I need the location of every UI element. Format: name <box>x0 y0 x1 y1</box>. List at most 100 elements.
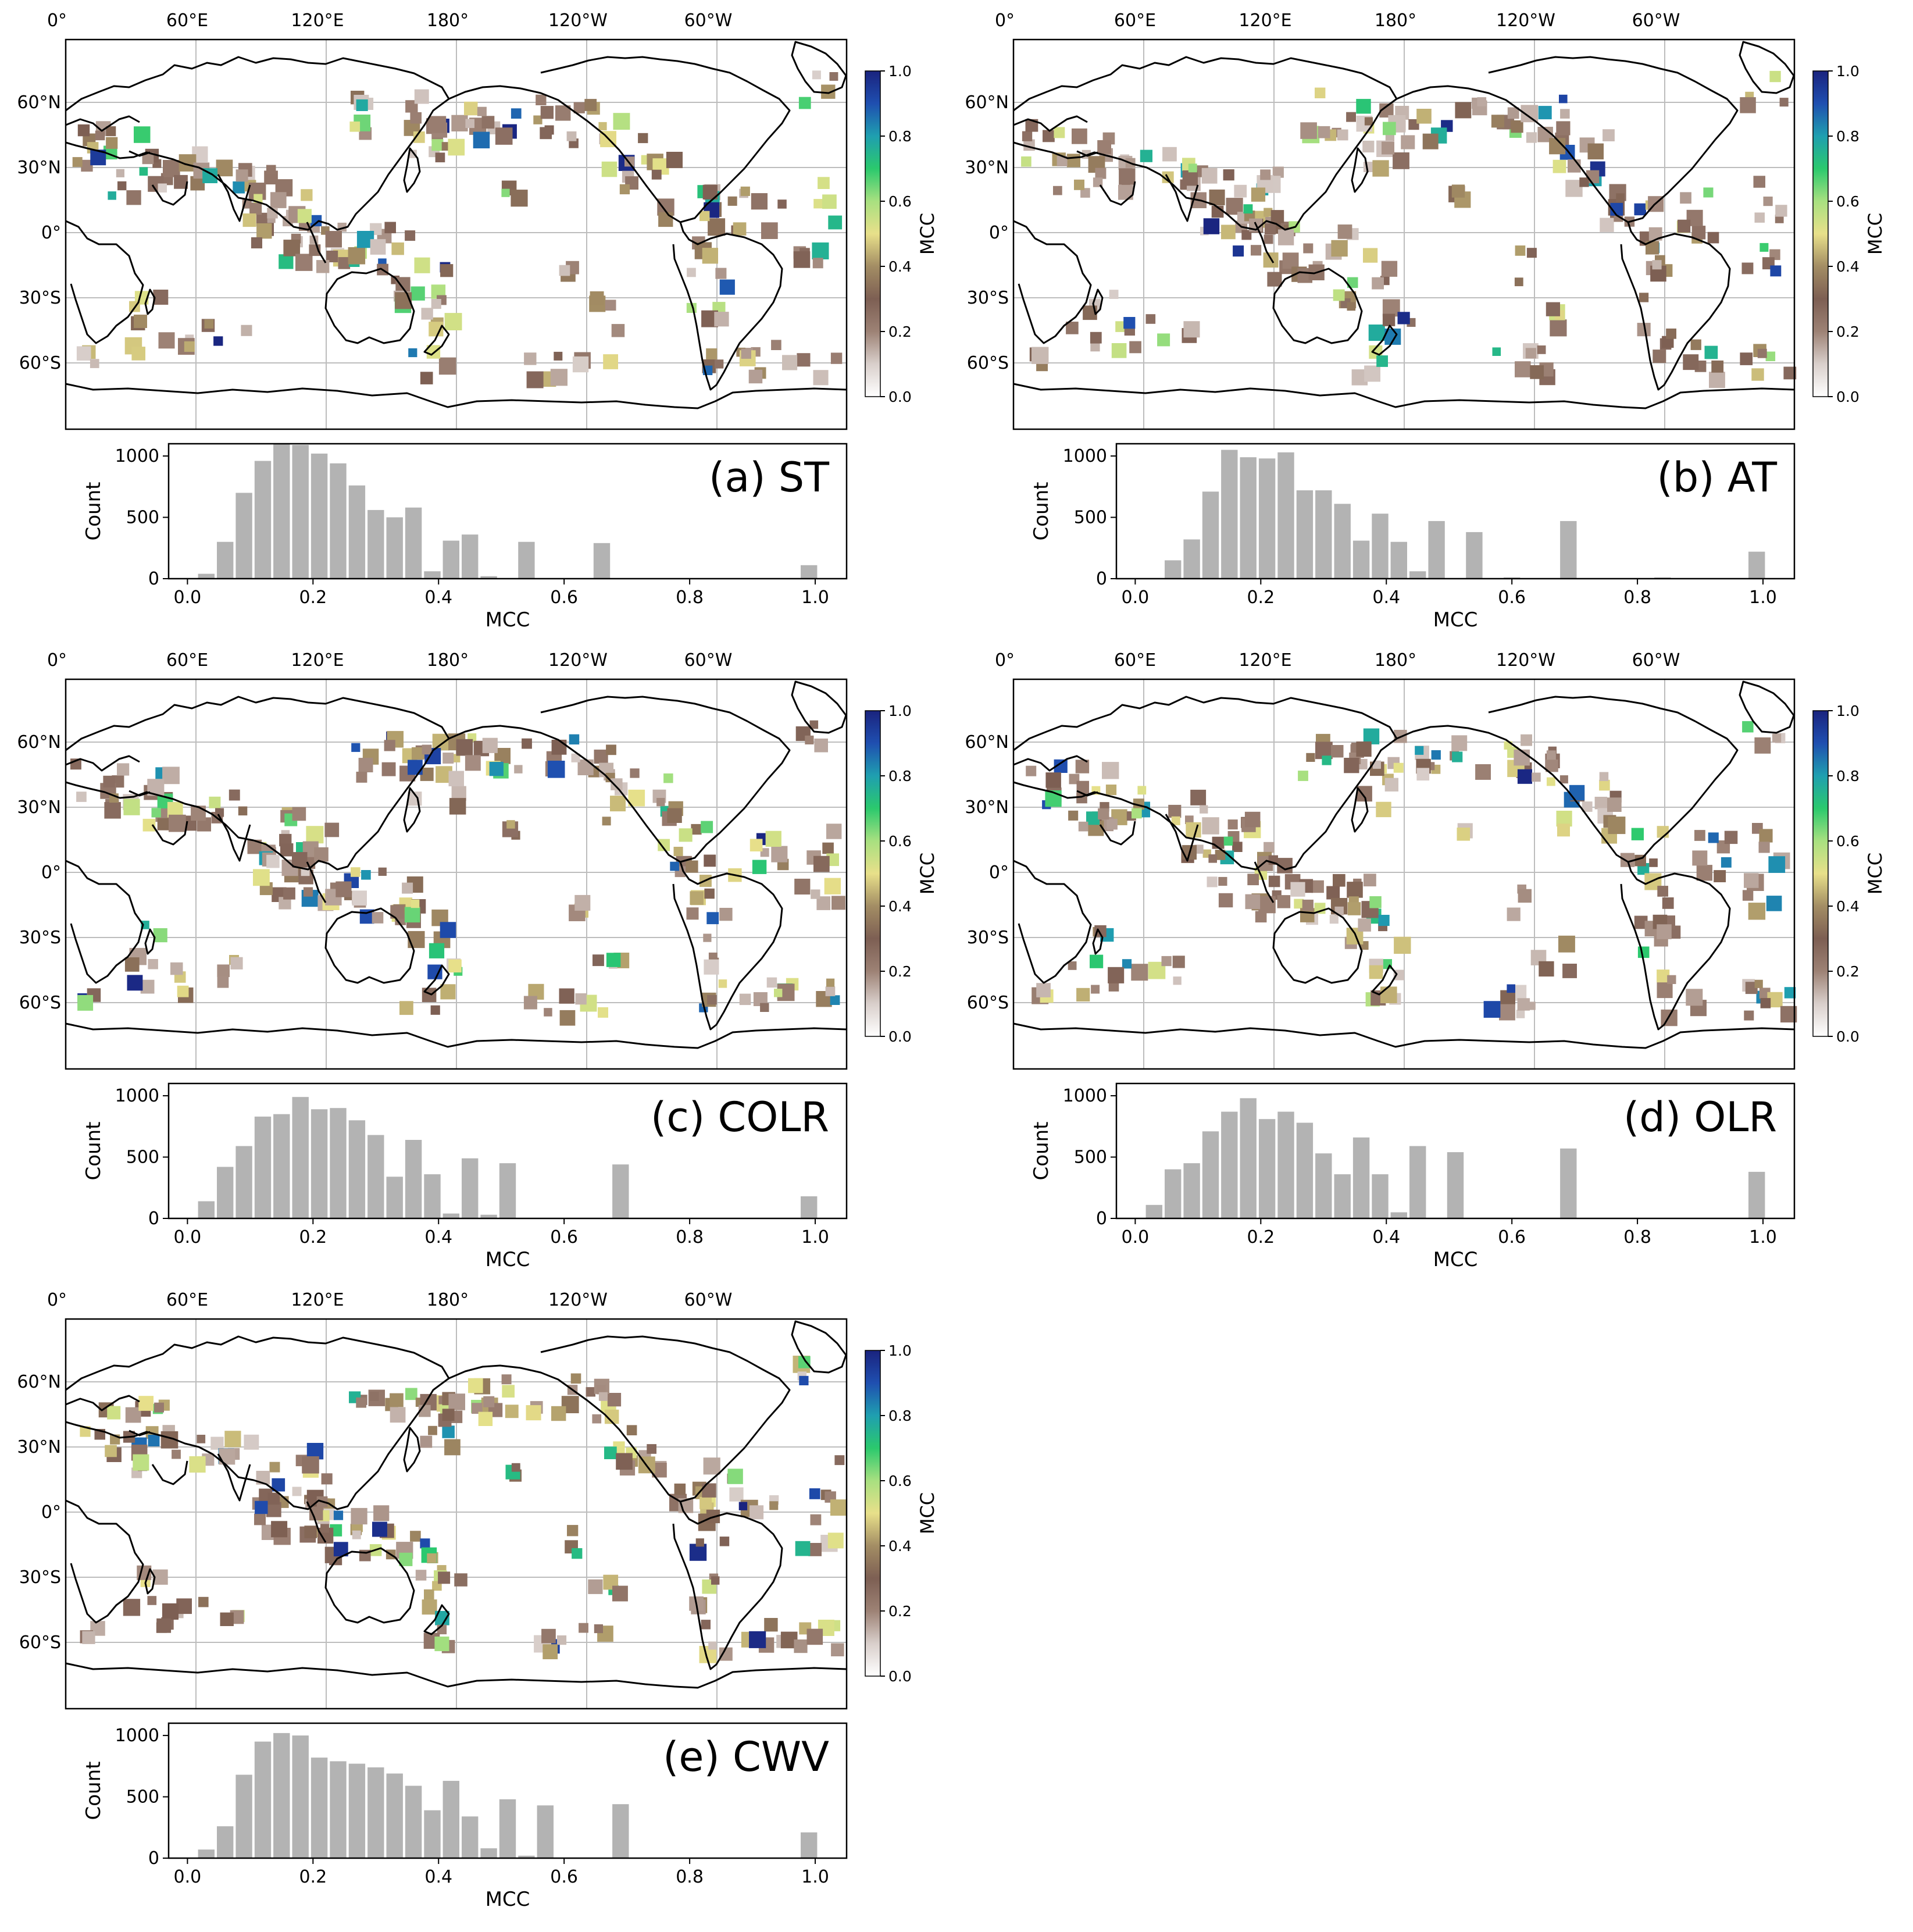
mcc-patch <box>575 993 587 1005</box>
mcc-patch <box>828 215 843 230</box>
mcc-patch <box>1742 721 1754 733</box>
lon-tick-label: 120°W <box>548 1290 608 1310</box>
mcc-patch <box>559 988 574 1004</box>
histogram-c: 0.0 0.2 0.4 0.6 0.8 1.0 0 500 1000 MCC Count (c) CO… <box>82 1082 848 1271</box>
mcc-patch <box>421 308 433 320</box>
histogram-bar <box>348 1120 366 1218</box>
mcc-patch <box>825 986 836 996</box>
mcc-patch <box>411 286 425 301</box>
histogram-bar <box>1352 540 1370 579</box>
histogram-bar <box>1447 1152 1464 1218</box>
mcc-patch <box>673 847 683 857</box>
x-tick-label: 0.0 <box>174 1867 202 1887</box>
mcc-patch <box>511 1463 520 1472</box>
mcc-patch <box>414 257 430 273</box>
mcc-patch <box>451 754 461 762</box>
x-tick-label: 0.8 <box>676 1227 704 1247</box>
mcc-patch <box>1696 865 1712 881</box>
y-tick-label: 0 <box>1096 1209 1107 1229</box>
mcc-patch <box>1209 189 1225 205</box>
mcc-patch <box>536 94 547 105</box>
mcc-patch <box>522 738 532 749</box>
histogram-bar <box>405 507 422 579</box>
histogram-bar <box>593 543 611 579</box>
mcc-patch <box>428 1425 437 1435</box>
mcc-patch <box>325 231 342 248</box>
mcc-patch <box>125 1407 141 1423</box>
y-tick-label: 0 <box>148 1209 159 1229</box>
mcc-patch <box>1775 205 1787 217</box>
mcc-patch <box>444 313 462 330</box>
mcc-patch <box>1455 102 1472 119</box>
mcc-patch <box>381 762 396 776</box>
colorbar-label: MCC <box>1864 853 1886 894</box>
coastline <box>1013 1022 1795 1049</box>
mcc-patch <box>1741 262 1754 275</box>
mcc-patch <box>1515 361 1531 377</box>
mcc-patch <box>1173 976 1182 985</box>
lon-tick-label: 60°W <box>684 10 733 31</box>
histogram-bar <box>1258 1119 1276 1218</box>
histogram-bar <box>1240 457 1257 579</box>
histogram-bar <box>310 1758 328 1858</box>
mcc-patch <box>440 984 456 1000</box>
mcc-patch <box>1105 785 1117 796</box>
mcc-patch <box>584 99 597 111</box>
mcc-patch <box>1557 824 1570 837</box>
mcc-patch <box>1754 737 1771 754</box>
mcc-patch <box>727 1468 743 1484</box>
mcc-patch <box>76 792 87 802</box>
mcc-patch <box>426 345 441 359</box>
colorbar-tick-label: 1.0 <box>1836 63 1860 80</box>
mcc-patch <box>1649 858 1658 867</box>
mcc-patch <box>1662 897 1674 909</box>
mcc-patch <box>1546 302 1560 316</box>
mcc-patch <box>420 767 434 781</box>
coastline <box>1254 222 1275 263</box>
mcc-patch <box>1347 902 1361 915</box>
mcc-patch <box>1045 772 1061 788</box>
histogram-bar <box>198 1849 215 1858</box>
mcc-patch <box>1129 341 1141 354</box>
mcc-patch <box>1203 218 1220 234</box>
y-tick-label: 1000 <box>115 446 159 466</box>
colorbar <box>1812 710 1829 1037</box>
histogram-bar <box>292 1097 309 1218</box>
mcc-patch <box>1372 760 1381 769</box>
mcc-patch <box>1646 241 1659 255</box>
lat-tick-label: 60°S <box>19 353 61 373</box>
mcc-patch <box>148 959 158 969</box>
mcc-patch <box>1740 352 1753 365</box>
mcc-patch <box>430 1005 440 1015</box>
histogram-bar <box>499 1163 516 1218</box>
mcc-patch <box>795 1541 811 1556</box>
mcc-patch <box>302 1456 319 1474</box>
lat-tick-label: 30°S <box>967 928 1009 948</box>
lat-tick-label: 0° <box>989 862 1009 883</box>
panel-d: 0° 60°E 120°E 180° 120°W 60°W 60°N 30°N 0° 30°S 60… <box>948 640 1890 1279</box>
mcc-patch <box>613 113 630 130</box>
mcc-patch <box>77 994 94 1011</box>
mcc-patch <box>1648 227 1662 241</box>
mcc-patch <box>420 1435 433 1448</box>
mcc-patch <box>1364 874 1376 887</box>
coastline <box>423 1604 450 1635</box>
mcc-patch <box>210 1436 224 1450</box>
mcc-patch <box>751 193 768 210</box>
mcc-patch <box>158 183 167 193</box>
coastline <box>1396 696 1739 863</box>
mcc-patch <box>390 905 404 919</box>
colorbar-tick-label: 0.0 <box>888 1028 912 1045</box>
mcc-patch <box>333 1510 344 1520</box>
mcc-patch <box>224 1431 241 1448</box>
coastline <box>65 1499 144 1624</box>
mcc-patch <box>506 820 515 829</box>
mcc-patch <box>170 962 183 975</box>
mcc-patch <box>703 1457 720 1475</box>
coastline <box>1092 928 1104 955</box>
mcc-patch <box>1657 924 1672 939</box>
histogram-bar <box>273 1733 290 1858</box>
mcc-patch <box>217 976 229 988</box>
mcc-patch <box>601 161 618 177</box>
coastline <box>144 288 156 315</box>
